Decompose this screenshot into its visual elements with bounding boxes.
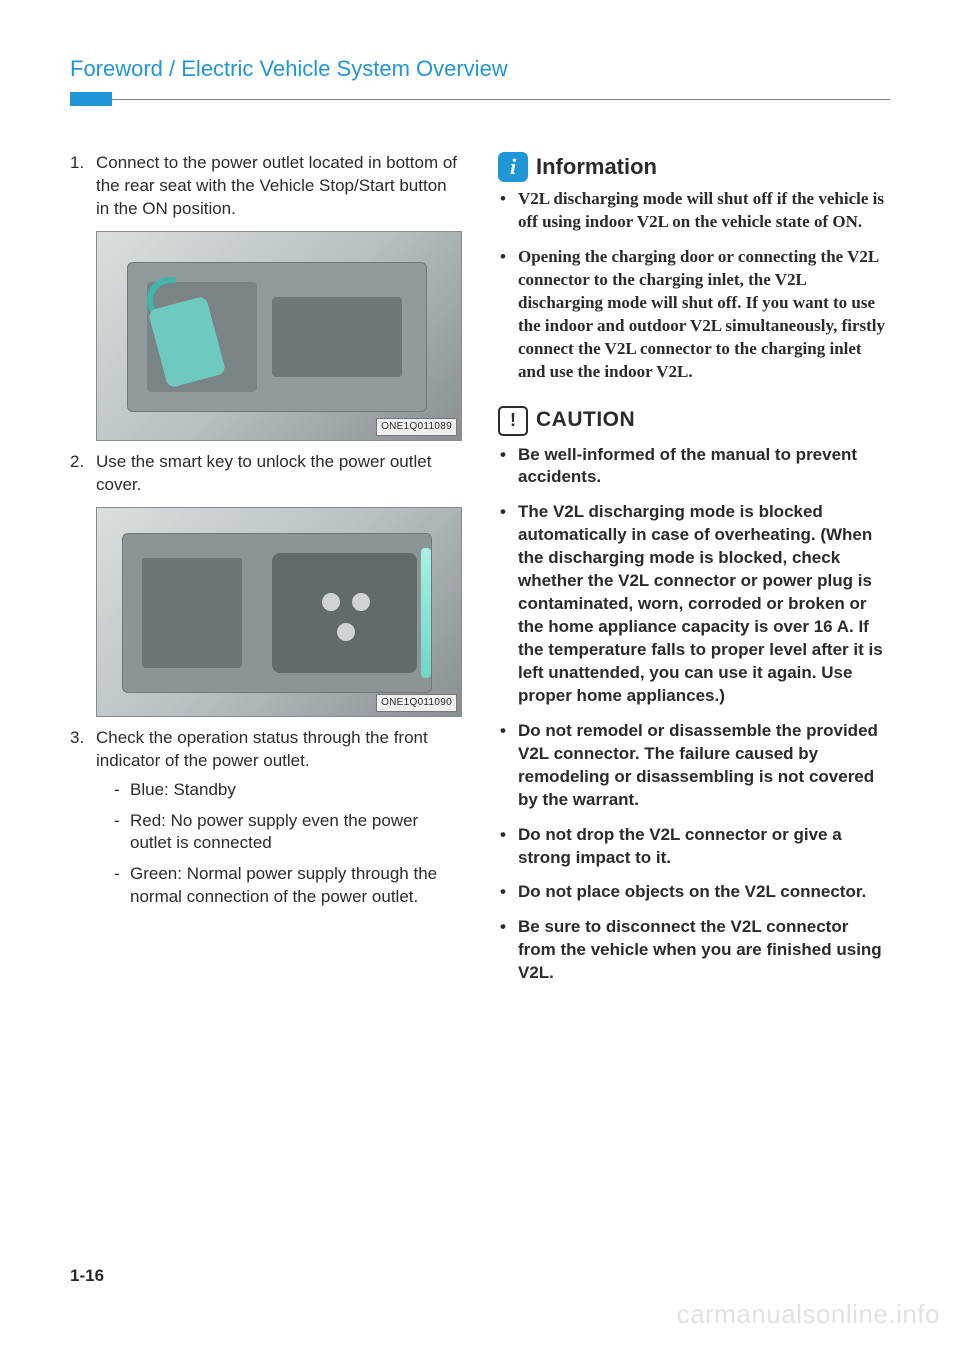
caution-item-4: Do not drop the V2L connector or give a …: [498, 824, 890, 870]
figure-2: ONE1Q011090: [96, 507, 462, 717]
caution-icon: !: [498, 406, 528, 436]
right-column: i Information V2L discharging mode will …: [498, 152, 890, 997]
watermark: carmanualsonline.info: [677, 1299, 940, 1330]
information-title: Information: [536, 152, 657, 182]
step-1-text: Connect to the power outlet located in b…: [96, 153, 457, 218]
caution-item-3: Do not remodel or disassemble the provid…: [498, 720, 890, 812]
info-icon: i: [498, 152, 528, 182]
status-blue: Blue: Standby: [114, 779, 462, 802]
status-green: Green: Normal power supply through the n…: [114, 863, 462, 909]
step-2: Use the smart key to unlock the power ou…: [70, 451, 462, 717]
step-3: Check the operation status through the f…: [70, 727, 462, 910]
caution-item-2: The V2L discharging mode is blocked auto…: [498, 501, 890, 707]
caution-title: CAUTION: [536, 406, 635, 434]
step-1: Connect to the power outlet located in b…: [70, 152, 462, 441]
information-list: V2L discharging mode will shut off if th…: [498, 188, 890, 384]
figure-2-caption: ONE1Q011090: [376, 694, 457, 712]
step-3-text: Check the operation status through the f…: [96, 728, 428, 770]
header-rule: [70, 92, 890, 106]
caution-item-6: Be sure to disconnect the V2L connector …: [498, 916, 890, 985]
left-column: Connect to the power outlet located in b…: [70, 152, 462, 997]
caution-list: Be well-informed of the manual to preven…: [498, 444, 890, 986]
figure-1-caption: ONE1Q011089: [376, 418, 457, 436]
page-number: 1-16: [70, 1266, 104, 1286]
caution-item-5: Do not place objects on the V2L connecto…: [498, 881, 890, 904]
status-red: Red: No power supply even the power outl…: [114, 810, 462, 856]
info-item-1: V2L discharging mode will shut off if th…: [498, 188, 890, 234]
step-2-text: Use the smart key to unlock the power ou…: [96, 452, 431, 494]
caution-item-1: Be well-informed of the manual to preven…: [498, 444, 890, 490]
page-title: Foreword / Electric Vehicle System Overv…: [70, 56, 890, 92]
information-heading: i Information: [498, 152, 890, 182]
caution-heading: ! CAUTION: [498, 406, 890, 436]
page-header: Foreword / Electric Vehicle System Overv…: [70, 56, 890, 106]
info-item-2: Opening the charging door or connecting …: [498, 246, 890, 384]
figure-1: ONE1Q011089: [96, 231, 462, 441]
